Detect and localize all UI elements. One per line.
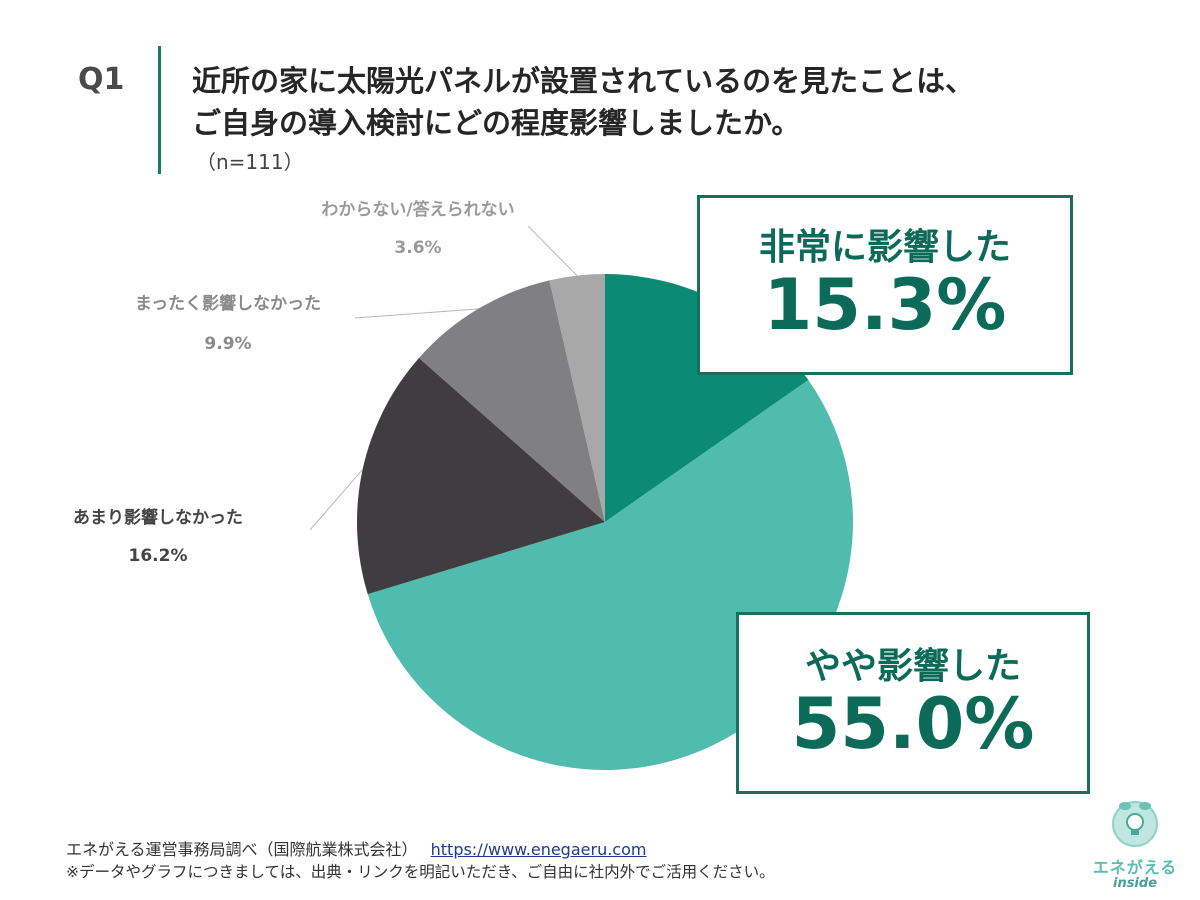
slice-not-at-all xyxy=(418,280,605,522)
slice-not-much xyxy=(357,357,605,595)
slice-unknown xyxy=(549,274,605,522)
callout-very-influenced: 非常に影響した 15.3% xyxy=(697,195,1073,375)
callout-very-influenced-value: 15.3% xyxy=(763,264,1007,346)
logo-sub: inside xyxy=(1112,876,1158,891)
leader-line-not-at-all xyxy=(354,308,479,319)
callout-somewhat-influenced-value: 55.0% xyxy=(791,683,1035,765)
question-line-2: ご自身の導入検討にどの程度影響しましたか。 xyxy=(192,106,801,140)
brand-logo: エネがえる inside xyxy=(1090,796,1180,890)
label-not-at-all: まったく影響しなかった xyxy=(135,293,321,314)
footer-source-text: エネがえる運営事務局調べ（国際航業株式会社） xyxy=(66,840,418,859)
footer-source: エネがえる運営事務局調べ（国際航業株式会社） https://www.enega… xyxy=(66,836,646,860)
value-unknown: 3.6% xyxy=(394,238,441,258)
label-not-much: あまり影響しなかった xyxy=(73,507,243,528)
question-divider xyxy=(158,46,161,174)
sample-size: （n=111） xyxy=(196,150,304,174)
question-number: Q1 xyxy=(78,62,125,97)
footer-link[interactable]: https://www.enegaeru.com xyxy=(430,840,647,859)
label-unknown: わからない/答えられない xyxy=(321,199,514,220)
lightbulb-globe-icon xyxy=(1112,801,1158,847)
callout-very-influenced-label: 非常に影響した xyxy=(758,227,1011,268)
value-not-at-all: 9.9% xyxy=(204,334,251,354)
leader-line-not-much xyxy=(309,469,364,531)
question-line-1: 近所の家に太陽光パネルが設置されているのを見たことは、 xyxy=(192,64,975,98)
value-not-much: 16.2% xyxy=(129,546,188,566)
callout-somewhat-influenced: やや影響した 55.0% xyxy=(736,612,1090,794)
leader-line-unknown xyxy=(527,225,578,276)
callout-somewhat-influenced-label: やや影響した xyxy=(804,646,1021,687)
slice-somewhat-influenced xyxy=(367,380,853,770)
footer-note: ※データやグラフにつきましては、出典・リンクを明記いただき、ご自由に社内外でご活… xyxy=(66,863,775,881)
question-text: 近所の家に太陽光パネルが設置されているのを見たことは、 ご自身の導入検討にどの程… xyxy=(192,60,974,144)
logo-name: エネがえる xyxy=(1092,858,1178,877)
